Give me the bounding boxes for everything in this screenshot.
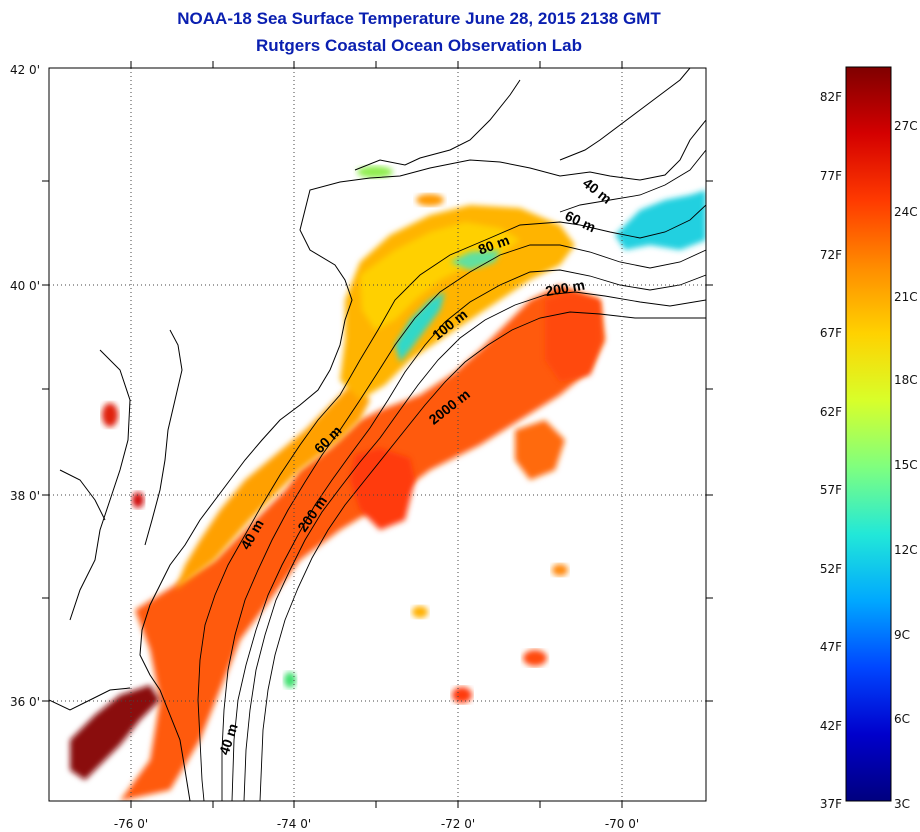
colorbar-f-label: 77F xyxy=(820,169,842,183)
coastline-path xyxy=(69,349,131,621)
sst-patch xyxy=(284,672,296,688)
sst-patch xyxy=(450,250,500,270)
isobath-100m xyxy=(231,269,706,801)
sst-patch xyxy=(120,285,605,801)
sst-patch xyxy=(416,194,444,206)
sst-field xyxy=(70,166,706,801)
sst-patch xyxy=(132,492,144,508)
colorbar-gradient xyxy=(845,66,892,802)
sst-patch xyxy=(360,222,520,330)
title-line-2: Rutgers Coastal Ocean Observation Lab xyxy=(256,36,582,55)
colorbar-c-label: 21C xyxy=(894,290,918,304)
isobath-40m xyxy=(559,149,706,213)
colorbar-c-label: 24C xyxy=(894,205,918,219)
colorbar-c-label: 18C xyxy=(894,373,918,387)
title-line-1: NOAA-18 Sea Surface Temperature June 28,… xyxy=(177,9,661,28)
colorbar-c-label: 12C xyxy=(894,543,918,557)
lon-tick-labels: -76 0' -74 0' -72 0' -70 0' xyxy=(114,817,639,831)
colorbar-c-label: 3C xyxy=(894,797,910,811)
sst-patch xyxy=(175,380,370,590)
isobath-200m xyxy=(243,291,706,801)
sst-patch xyxy=(102,403,118,427)
colorbar-c-label: 9C xyxy=(894,628,910,642)
colorbar-c-label: 27C xyxy=(894,119,918,133)
colorbar-f-label: 42F xyxy=(820,719,842,733)
colorbar-f-label: 82F xyxy=(820,90,842,104)
sst-patch xyxy=(452,687,472,703)
sst-patch xyxy=(523,650,547,666)
coastline-path xyxy=(559,68,691,161)
sst-patch xyxy=(412,606,428,618)
map-frame xyxy=(48,67,707,802)
colorbar-f-label: 47F xyxy=(820,640,842,654)
sst-patch xyxy=(357,166,393,178)
contour-label: 200 m xyxy=(544,277,586,300)
lon-tick-label: -74 0' xyxy=(277,817,311,831)
coastline xyxy=(49,68,706,801)
colorbar-c-label: 15C xyxy=(894,458,918,472)
lon-tick-label: -76 0' xyxy=(114,817,148,831)
colorbar-f-label: 37F xyxy=(820,797,842,811)
colorbar-f-label: 52F xyxy=(820,562,842,576)
lat-tick-label: 40 0' xyxy=(10,279,40,293)
lat-tick-label: 38 0' xyxy=(10,489,40,503)
coastline-path xyxy=(49,687,131,711)
axis-ticks xyxy=(42,61,713,808)
coastline-path xyxy=(59,469,106,521)
colorbar-c-labels: 27C 24C 21C 18C 15C 12C 9C 6C 3C xyxy=(894,119,918,811)
graticule xyxy=(49,68,706,801)
coastline-path xyxy=(139,119,706,801)
coastline-path xyxy=(354,79,521,171)
lon-tick-label: -70 0' xyxy=(605,817,639,831)
colorbar-f-label: 72F xyxy=(820,248,842,262)
isobath-60m xyxy=(197,204,706,801)
lon-tick-label: -72 0' xyxy=(441,817,475,831)
sst-patch xyxy=(615,190,706,250)
sst-patch xyxy=(350,448,415,530)
lat-tick-label: 42 0' xyxy=(10,63,40,77)
colorbar-f-label: 57F xyxy=(820,483,842,497)
sst-patch xyxy=(515,420,565,480)
coastline-path xyxy=(144,329,183,546)
sst-patch xyxy=(70,685,160,780)
isobaths xyxy=(197,149,706,801)
sst-patch xyxy=(552,564,568,576)
colorbar-c-label: 6C xyxy=(894,712,910,726)
isobath-80m xyxy=(221,244,706,801)
colorbar-f-label: 67F xyxy=(820,326,842,340)
colorbar-f-label: 62F xyxy=(820,405,842,419)
isobath-2000m xyxy=(259,311,706,801)
lat-tick-label: 36 0' xyxy=(10,695,40,709)
colorbar-f-labels: 82F 77F 72F 67F 62F 57F 52F 47F 42F 37F xyxy=(820,90,842,811)
lat-tick-labels: 42 0' 40 0' 38 0' 36 0' xyxy=(10,63,40,709)
sst-patch xyxy=(395,292,445,362)
